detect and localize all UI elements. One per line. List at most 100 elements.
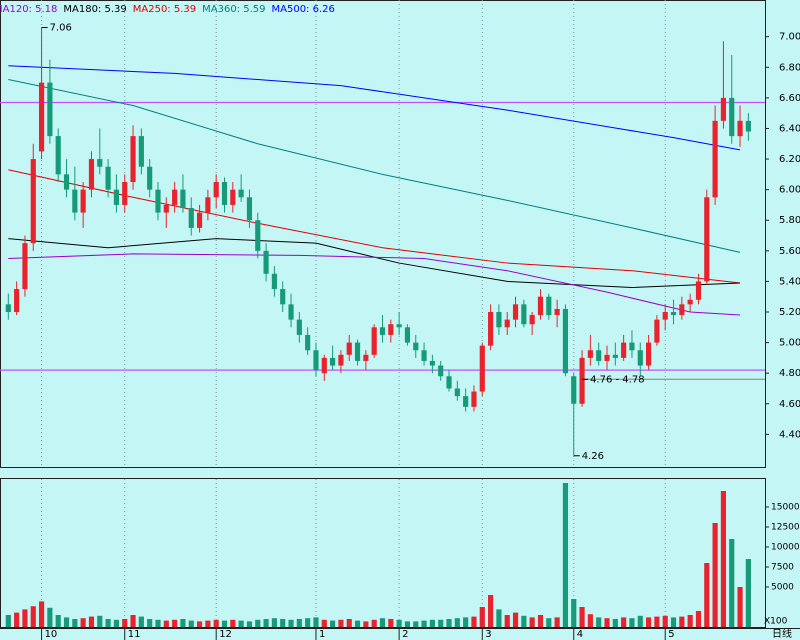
candle-body (496, 312, 502, 328)
candle-body (230, 189, 236, 205)
volume-bar (338, 619, 344, 627)
candle-body (571, 376, 577, 404)
volume-bar (122, 619, 128, 627)
volume-bar (379, 618, 386, 627)
volume-bar (554, 617, 560, 627)
candle-body (22, 243, 28, 290)
candle-body (138, 136, 144, 167)
candle-body (421, 350, 427, 361)
volume-bar (246, 621, 253, 627)
candle-body (155, 189, 161, 213)
candle-body (679, 304, 685, 316)
legend-entry: MA250: 5.39 (133, 4, 196, 15)
candle-body (238, 189, 244, 198)
candle-body (546, 296, 552, 316)
volume-bar (654, 616, 660, 627)
candle-body (446, 376, 452, 389)
volume-bar (704, 563, 710, 627)
candle-body (88, 159, 95, 190)
candle-body (687, 299, 693, 305)
candle-body (537, 296, 544, 316)
y-tick-label: 10000 (771, 543, 800, 553)
candle-body (695, 281, 702, 300)
volume-bar (529, 617, 535, 627)
volume-bar (662, 615, 668, 627)
y-tick-label: 5.40 (779, 276, 800, 287)
candle-body (471, 391, 477, 407)
candle-body (296, 319, 302, 335)
y-tick-label: 7.00 (779, 32, 800, 43)
y-tick-label: 5.60 (779, 246, 800, 257)
volume-bar (47, 607, 53, 627)
y-tick-label: 5.20 (779, 307, 800, 318)
candle-body (130, 136, 136, 182)
volume-bar (646, 617, 652, 627)
volume-bar (612, 619, 618, 627)
volume-bar (396, 619, 402, 627)
candle-body (454, 388, 460, 397)
candle-body (221, 182, 228, 205)
x-tick-label: 11 (128, 629, 141, 640)
candle-body (147, 166, 153, 190)
candle-body (288, 304, 294, 320)
candle-body (188, 208, 194, 228)
volume-bar (537, 615, 544, 627)
candle-body (562, 308, 569, 374)
volume-bar (180, 619, 186, 627)
volume-bar (587, 614, 593, 627)
volume-bar (737, 587, 743, 627)
x-tick-label: 3 (485, 629, 491, 640)
x-tick-label: 10 (45, 629, 58, 640)
candle-body (321, 357, 327, 374)
volume-frame (0, 478, 766, 628)
candle-body (80, 189, 86, 213)
candle-body (30, 159, 36, 244)
annotation: 4.76 - 4.78 (590, 374, 645, 385)
candle-body (379, 327, 386, 335)
volume-bar (571, 599, 577, 627)
volume-bar (63, 617, 70, 627)
candle-body (413, 342, 419, 351)
volume-bar (404, 621, 411, 627)
annotation: 4.26 (582, 451, 604, 462)
volume-bar (729, 539, 735, 627)
volume-bar (413, 621, 419, 627)
volume-bar (454, 618, 460, 627)
volume-bar (330, 620, 336, 627)
moving-average (8, 65, 741, 151)
volume-unit: X100 (764, 617, 788, 627)
volume-bar (80, 618, 86, 627)
candle-body (72, 189, 78, 213)
candle-body (729, 97, 735, 137)
candle-body (363, 354, 369, 361)
volume-bar (130, 615, 136, 627)
candle-body (429, 360, 435, 366)
y-tick-label: 7500 (771, 563, 794, 573)
volume-bar (238, 620, 244, 627)
volume-bar (213, 619, 219, 627)
volume-bar (354, 620, 361, 627)
volume-bar (496, 609, 502, 627)
y-tick-label: 4.80 (779, 368, 800, 379)
volume-bar (5, 615, 11, 627)
volume-bar (313, 617, 319, 627)
candle-body (14, 289, 20, 312)
volume-bar (72, 619, 78, 627)
candle-body (55, 136, 61, 175)
volume-bar (720, 491, 727, 627)
price-frame (0, 0, 766, 468)
volume-bar (446, 619, 452, 627)
volume-bar (196, 621, 203, 627)
candle-body (172, 189, 178, 205)
candle-body (47, 82, 53, 137)
candle-body (280, 289, 286, 305)
volume-bar (371, 619, 377, 627)
candle-body (213, 182, 219, 198)
candle-body (180, 189, 186, 208)
candle-body (38, 82, 45, 152)
candle-body (488, 312, 494, 346)
y-tick-label: 12500 (771, 523, 800, 533)
candle-body (587, 350, 593, 358)
